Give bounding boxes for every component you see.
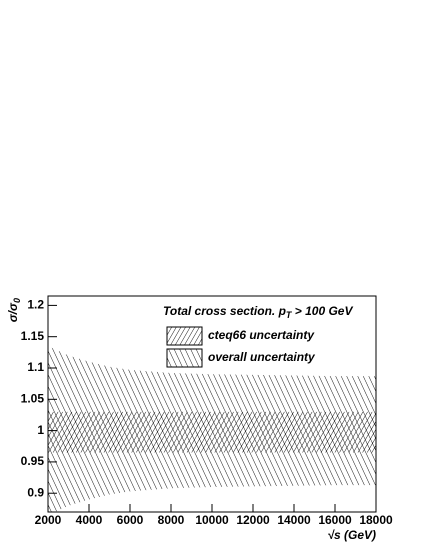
y-tick-label: 0.95 [21, 454, 45, 468]
x-axis-label: √s (GeV) [327, 528, 376, 542]
uncertainty-band [48, 411, 376, 453]
y-tick-label: 1 [37, 423, 44, 437]
ylabel-subscript: 0 [12, 298, 22, 303]
y-tick-label: 0.9 [27, 485, 44, 499]
legend-label: overall uncertainty [208, 350, 316, 364]
x-tick-label: 6000 [117, 513, 144, 527]
title-suffix: > 100 GeV [291, 304, 353, 318]
y-tick-label: 1.15 [21, 329, 45, 343]
plot-area [48, 346, 376, 512]
x-tick-label: 16000 [318, 513, 352, 527]
x-tick-label: 8000 [158, 513, 185, 527]
title-subscript: T [286, 310, 293, 320]
x-tick-label: 18000 [359, 513, 393, 527]
title-text: Total cross section. p [163, 304, 286, 318]
y-tick-label: 1.05 [21, 391, 45, 405]
x-tick-label: 2000 [35, 513, 62, 527]
legend-swatch [166, 326, 203, 346]
y-tick-label: 1.1 [27, 360, 44, 374]
legend-title: Total cross section. pT > 100 GeV [163, 304, 353, 320]
x-tick-label: 12000 [236, 513, 270, 527]
ylabel-text: σ/σ [6, 302, 20, 322]
x-tick-label: 4000 [76, 513, 103, 527]
x-tick-label: 14000 [277, 513, 311, 527]
y-axis-label: σ/σ0 [6, 298, 22, 322]
y-tick-label: 1.2 [27, 298, 44, 312]
x-tick-label: 10000 [195, 513, 229, 527]
legend-swatch [166, 348, 203, 368]
legend-label: cteq66 uncertainty [208, 328, 315, 342]
